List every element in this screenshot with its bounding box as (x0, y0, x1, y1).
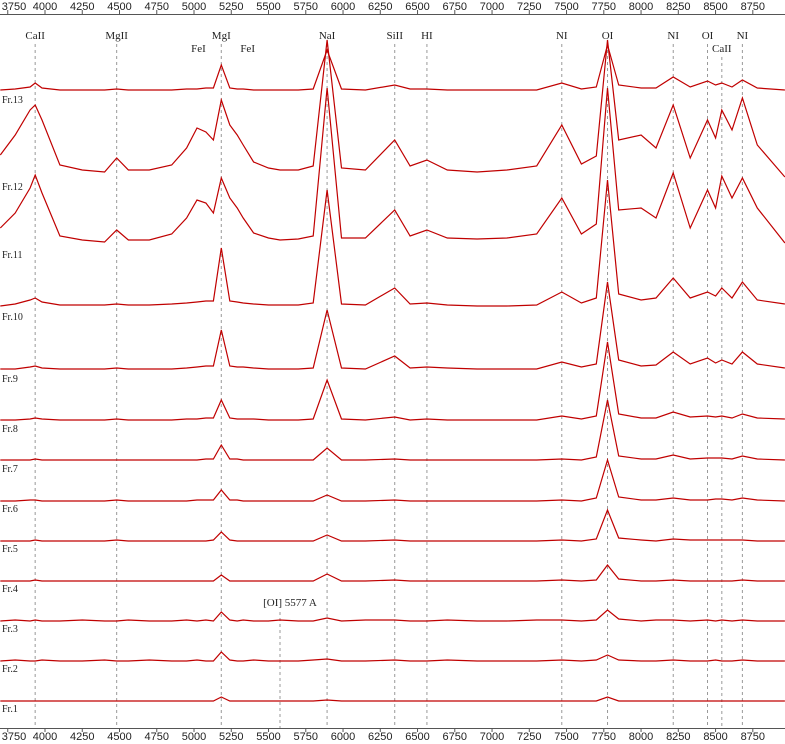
line-label: OI (702, 30, 714, 42)
spectrum (0, 696, 785, 702)
spectrum (0, 508, 785, 542)
top-tick-label: 7750 (592, 1, 616, 13)
top-tick-label: 8250 (666, 1, 690, 13)
top-axis-band (0, 0, 785, 14)
spectrum (0, 651, 785, 662)
frame-label: Fr.9 (2, 374, 18, 385)
line-label: NI (556, 30, 568, 42)
top-tick-label: 4500 (107, 1, 131, 13)
top-tick-label: 5500 (256, 1, 280, 13)
bottom-tick-label: 6500 (405, 731, 429, 743)
frame-label: Fr.2 (2, 664, 18, 675)
top-tick-label: 3750 (2, 1, 26, 13)
frame-label: Fr.8 (2, 424, 18, 435)
top-tick-label: 6250 (368, 1, 392, 13)
line-label: HI (421, 30, 433, 42)
bottom-tick-label: 7750 (592, 731, 616, 743)
top-tick-label: 4250 (70, 1, 94, 13)
line-label: OI (602, 30, 614, 42)
bottom-tick-label: 7500 (554, 731, 578, 743)
bottom-tick-label: 4750 (145, 731, 169, 743)
top-tick-label: 7250 (517, 1, 541, 13)
bottom-tick-label: 8250 (666, 731, 690, 743)
frame-label: Fr.12 (2, 182, 23, 193)
line-label: FeI (191, 43, 206, 55)
top-tick-label: 7000 (480, 1, 504, 13)
frame-label: Fr.13 (2, 95, 23, 106)
note-label: [OI] 5577 A (263, 597, 317, 609)
top-tick-label: 5000 (182, 1, 206, 13)
line-label: NI (737, 30, 749, 42)
bottom-tick-label: 7000 (480, 731, 504, 743)
spectrum (0, 457, 785, 502)
bottom-tick-label: 3750 (2, 731, 26, 743)
top-tick-label: 4750 (145, 1, 169, 13)
bottom-tick-label: 4000 (33, 731, 57, 743)
top-tick-label: 8000 (629, 1, 653, 13)
top-tick-label: 4000 (33, 1, 57, 13)
top-tick-label: 8750 (741, 1, 765, 13)
spectrum (0, 39, 785, 178)
spectrum (0, 564, 785, 582)
bottom-tick-label: 8500 (703, 731, 727, 743)
bottom-tick-label: 6750 (443, 731, 467, 743)
top-tick-label: 6500 (405, 1, 429, 13)
bottom-tick-label: 8000 (629, 731, 653, 743)
frame-label: Fr.4 (2, 584, 18, 595)
top-tick-label: 8500 (703, 1, 727, 13)
top-tick-label: 5250 (219, 1, 243, 13)
bottom-tick-label: 5000 (182, 731, 206, 743)
spectrum (0, 87, 785, 244)
spectrum (0, 341, 785, 421)
bottom-tick-label: 7250 (517, 731, 541, 743)
frame-label: Fr.6 (2, 504, 18, 515)
bottom-tick-label: 6000 (331, 731, 355, 743)
top-tick-label: 6750 (443, 1, 467, 13)
line-label: MgII (105, 30, 128, 42)
line-label: NI (667, 30, 679, 42)
spectrum (0, 281, 785, 370)
frame-label: Fr.1 (2, 704, 18, 715)
spectrum (0, 179, 785, 307)
bottom-tick-label: 5250 (219, 731, 243, 743)
bottom-tick-label: 4500 (107, 731, 131, 743)
top-tick-label: 7500 (554, 1, 578, 13)
line-label: SiII (386, 30, 403, 42)
line-label: CaII (25, 30, 45, 42)
line-label: CaII (712, 43, 732, 55)
line-label: MgI (212, 30, 231, 42)
bottom-tick-label: 4250 (70, 731, 94, 743)
line-label: FeI (240, 43, 255, 55)
spectrum (0, 609, 785, 622)
bottom-tick-label: 6250 (368, 731, 392, 743)
top-tick-label: 5750 (294, 1, 318, 13)
spectrum (0, 399, 785, 461)
frame-label: Fr.11 (2, 250, 22, 261)
line-label: NaI (319, 30, 336, 42)
bottom-tick-label: 5750 (294, 731, 318, 743)
frame-label: Fr.10 (2, 312, 23, 323)
spectrum (0, 42, 785, 91)
top-tick-label: 6000 (331, 1, 355, 13)
frame-label: Fr.3 (2, 624, 18, 635)
bottom-tick-label: 8750 (741, 731, 765, 743)
frame-label: Fr.7 (2, 464, 18, 475)
frame-label: Fr.5 (2, 544, 18, 555)
bottom-tick-label: 5500 (256, 731, 280, 743)
